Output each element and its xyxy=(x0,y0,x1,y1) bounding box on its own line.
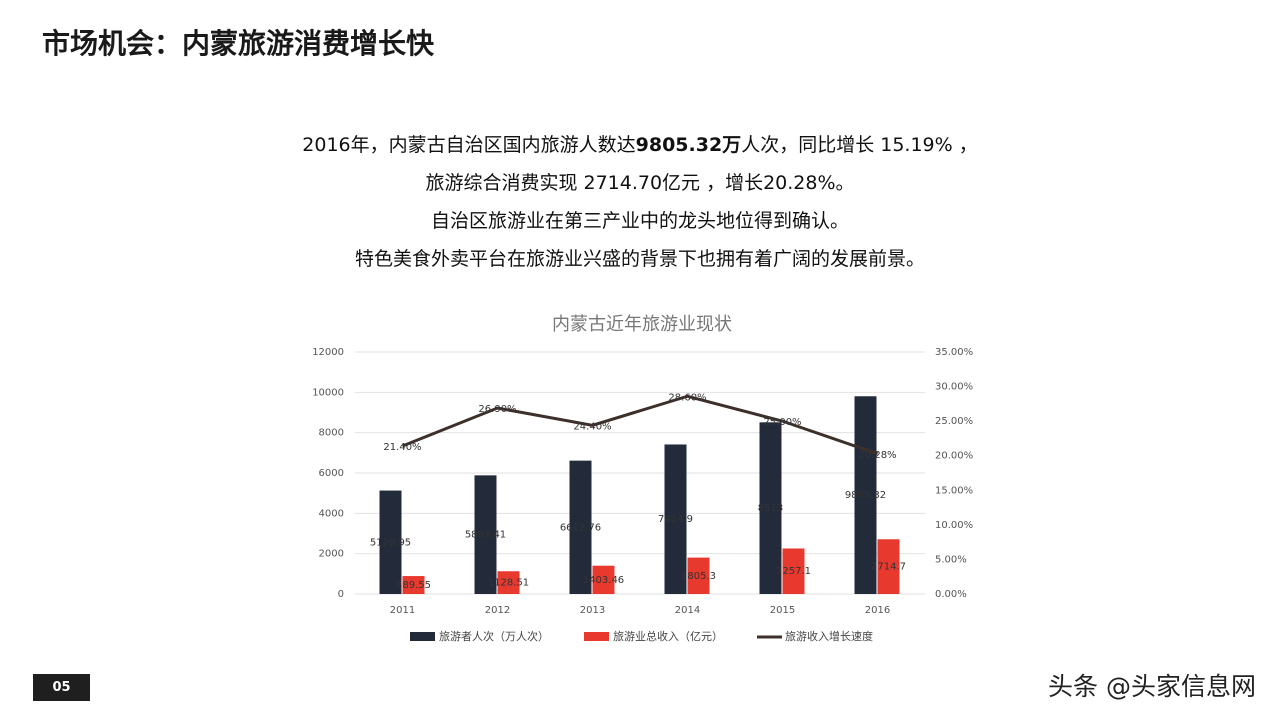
data-label: 6612.76 xyxy=(560,522,601,533)
data-label: 5883.41 xyxy=(465,530,506,541)
y2-tick-label: 15.00% xyxy=(935,485,973,496)
text-segment: 2016年，内蒙古自治区国内旅游人数达 xyxy=(302,134,636,156)
bar xyxy=(877,539,900,594)
bar xyxy=(782,548,805,594)
y2-tick-label: 25.00% xyxy=(935,416,973,427)
text-segment: 特色美食外卖平台在旅游业兴盛的背景下也拥有着广阔的发展前景。 xyxy=(354,248,925,270)
watermark: 头条 @头家信息网 xyxy=(1048,672,1256,701)
y2-tick-label: 10.00% xyxy=(935,520,973,531)
bar xyxy=(854,396,877,594)
data-label: 1128.51 xyxy=(488,578,529,589)
x-tick-label: 2012 xyxy=(485,605,510,616)
y-tick-label: 0 xyxy=(338,589,344,600)
y2-tick-label: 30.00% xyxy=(935,382,973,393)
text-segment: 自治区旅游业在第三产业中的龙头地位得到确认。 xyxy=(430,210,849,232)
legend-swatch xyxy=(584,632,609,641)
data-label: 25.00% xyxy=(763,417,801,428)
y-tick-label: 4000 xyxy=(319,508,344,519)
bar xyxy=(402,576,425,594)
bar xyxy=(474,475,497,594)
data-label: 9805.32 xyxy=(845,490,886,501)
x-tick-label: 2014 xyxy=(675,605,700,616)
bar xyxy=(687,557,710,594)
y2-tick-label: 0.00% xyxy=(935,589,967,600)
data-label: 20.28% xyxy=(858,450,896,461)
paragraph: 2016年，内蒙古自治区国内旅游人数达9805.32万人次，同比增长 15.19… xyxy=(0,128,1280,280)
legend-label: 旅游业总收入（亿元） xyxy=(613,629,723,643)
slide-title: 市场机会：内蒙旅游消费增长快 xyxy=(42,27,435,60)
legend-swatch xyxy=(410,632,435,641)
text-segment: 旅游综合消费实现 2714.70亿元 ，增长20.28%。 xyxy=(425,172,855,194)
y-tick-label: 10000 xyxy=(312,387,344,398)
data-label: 8513 xyxy=(758,503,783,514)
x-tick-label: 2015 xyxy=(770,605,795,616)
bar xyxy=(379,490,402,594)
y2-tick-label: 20.00% xyxy=(935,451,973,462)
bar xyxy=(497,571,520,594)
line xyxy=(401,394,878,456)
legend-label: 旅游收入增长速度 xyxy=(785,629,873,643)
y-tick-label: 8000 xyxy=(319,428,344,439)
bar xyxy=(569,460,592,594)
x-tick-label: 2013 xyxy=(580,605,605,616)
data-label: 21.40% xyxy=(383,442,421,453)
y2-tick-label: 5.00% xyxy=(935,554,967,565)
data-label: 2257.1 xyxy=(776,566,811,577)
y-tick-label: 6000 xyxy=(319,468,344,479)
x-tick-label: 2016 xyxy=(865,605,890,616)
chart-title: 内蒙古近年旅游业现状 xyxy=(552,314,732,335)
data-label: 24.40% xyxy=(573,421,611,432)
bar xyxy=(592,565,615,594)
paragraph-line: 2016年，内蒙古自治区国内旅游人数达9805.32万人次，同比增长 15.19… xyxy=(0,128,1280,166)
data-label: 1403.46 xyxy=(583,575,624,586)
paragraph-line: 特色美食外卖平台在旅游业兴盛的背景下也拥有着广阔的发展前景。 xyxy=(0,242,1280,280)
data-label: 889.55 xyxy=(396,580,431,591)
bar xyxy=(759,422,782,594)
y-tick-label: 2000 xyxy=(319,549,344,560)
bar xyxy=(664,444,687,594)
text-segment: 人次，同比增长 15.19% ， xyxy=(741,134,978,156)
data-label: 28.60% xyxy=(668,392,706,403)
y-tick-label: 12000 xyxy=(312,347,344,358)
data-label: 5129.95 xyxy=(370,537,411,548)
x-tick-label: 2011 xyxy=(390,605,415,616)
data-label: 7414.9 xyxy=(658,514,693,525)
paragraph-line: 旅游综合消费实现 2714.70亿元 ，增长20.28%。 xyxy=(0,166,1280,204)
page-number: 05 xyxy=(33,674,90,701)
y2-tick-label: 35.00% xyxy=(935,347,973,358)
data-label: 1805.3 xyxy=(681,571,716,582)
data-label: 2714.7 xyxy=(871,562,906,573)
text-segment: 9805.32万 xyxy=(635,134,742,156)
legend-label: 旅游者人次（万人次） xyxy=(439,629,549,643)
paragraph-line: 自治区旅游业在第三产业中的龙头地位得到确认。 xyxy=(0,204,1280,242)
data-label: 26.90% xyxy=(478,404,516,415)
